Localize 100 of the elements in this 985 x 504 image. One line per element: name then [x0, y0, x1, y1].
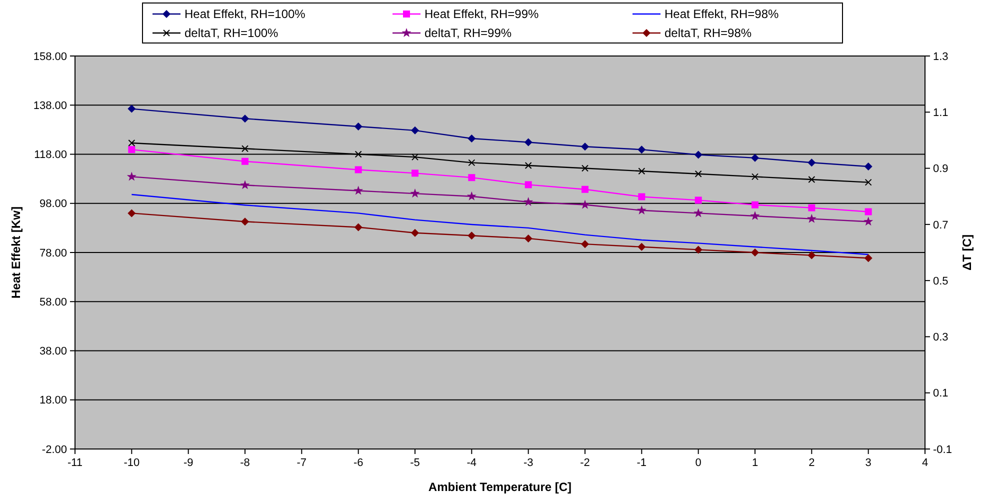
- point: [466, 191, 476, 200]
- point: [638, 168, 646, 175]
- point: [808, 176, 816, 184]
- point: [581, 240, 589, 248]
- y-tick-label: 118.00: [34, 149, 67, 162]
- x-tick-label: 3: [865, 457, 872, 469]
- point: [126, 172, 136, 181]
- point: [864, 254, 872, 262]
- point: [752, 173, 758, 180]
- y2-tick-label: 1.3: [933, 50, 948, 63]
- point: [636, 205, 646, 214]
- point: [241, 218, 249, 226]
- point: [808, 158, 816, 167]
- x-tick-label: -4: [466, 457, 477, 469]
- point: [354, 150, 362, 158]
- y-tick-label: 18.00: [39, 394, 67, 407]
- point: [242, 145, 248, 152]
- point: [751, 248, 759, 256]
- point: [638, 146, 646, 154]
- x-tick-label: -1: [636, 457, 647, 469]
- y2-tick-label: 0.9: [933, 163, 948, 176]
- legend-label: deltaT, RH=100%: [184, 26, 279, 40]
- point: [638, 193, 646, 200]
- legend-label: deltaT, RH=99%: [424, 26, 512, 40]
- point: [354, 122, 362, 130]
- x-tick-label: -11: [67, 457, 83, 469]
- y-tick-label: 78.00: [39, 247, 67, 260]
- point: [524, 181, 532, 188]
- point: [412, 170, 418, 177]
- legend-label: deltaT, RH=98%: [664, 26, 752, 40]
- x-tick-label: -9: [183, 457, 194, 469]
- point: [468, 232, 476, 240]
- x-tick-label: 2: [808, 457, 815, 469]
- y2-axis-title: ΔT [C]: [960, 234, 974, 270]
- point: [694, 170, 702, 178]
- point: [581, 142, 589, 151]
- point: [864, 178, 872, 186]
- x-tick-label: -2: [580, 457, 590, 469]
- x-tick-label: 1: [752, 457, 758, 469]
- legend-label: Heat Effekt, RH=99%: [424, 7, 539, 22]
- point: [580, 200, 590, 209]
- x-tick-label: -7: [296, 457, 307, 469]
- y-axis-title: Heat Effekt [Kw]: [9, 206, 23, 299]
- point: [240, 180, 250, 190]
- point: [582, 186, 588, 193]
- point: [750, 211, 760, 220]
- y2-tick-label: 0.5: [933, 275, 948, 288]
- point: [864, 216, 874, 226]
- y-tick-label: 98.00: [39, 198, 67, 210]
- point: [524, 234, 532, 242]
- x-tick-label: -8: [240, 457, 250, 469]
- point: [128, 140, 136, 147]
- legend-label: Heat Effekt, RH=98%: [664, 7, 779, 22]
- x-tick-label: -3: [523, 457, 534, 469]
- y2-tick-label: 0.3: [933, 332, 948, 344]
- point: [694, 150, 702, 159]
- x-axis-title: Ambient Temperature [C]: [428, 480, 572, 494]
- point: [751, 154, 759, 162]
- point: [354, 223, 362, 232]
- y2-tick-label: 1.1: [933, 106, 948, 119]
- y-tick-label: 58.00: [39, 296, 67, 308]
- y-tick-label: 138.00: [33, 100, 67, 112]
- x-tick-label: -5: [410, 457, 420, 469]
- point: [808, 251, 816, 260]
- y-tick-label: 38.00: [39, 346, 67, 358]
- point: [128, 146, 136, 154]
- point: [752, 201, 758, 208]
- x-tick-label: 0: [695, 457, 702, 469]
- point: [694, 246, 702, 254]
- point: [128, 104, 136, 113]
- point: [524, 196, 534, 206]
- point: [582, 164, 588, 172]
- point: [694, 208, 704, 218]
- y-tick-label: 158.00: [33, 50, 67, 63]
- y2-tick-label: 0.7: [933, 219, 948, 232]
- point: [468, 134, 476, 143]
- point: [468, 159, 476, 166]
- y2-tick-label: 0.1: [933, 388, 948, 400]
- point: [808, 204, 816, 212]
- point: [128, 209, 136, 218]
- point: [524, 162, 532, 169]
- point: [694, 196, 702, 204]
- x-tick-label: -10: [124, 457, 140, 469]
- point: [354, 186, 364, 195]
- point: [354, 166, 362, 174]
- legend-label: Heat Effekt, RH=100%: [184, 7, 306, 22]
- point: [242, 158, 248, 165]
- point: [411, 228, 419, 237]
- point: [468, 174, 476, 182]
- y-tick-label: -2.00: [42, 444, 67, 456]
- x-tick-label: 4: [922, 457, 928, 469]
- x-tick-label: -6: [353, 457, 364, 469]
- point: [241, 114, 249, 123]
- point: [638, 242, 646, 251]
- point: [864, 162, 872, 171]
- point: [864, 208, 872, 216]
- point: [524, 138, 532, 146]
- point: [411, 126, 419, 134]
- point: [410, 188, 420, 198]
- point: [806, 214, 816, 223]
